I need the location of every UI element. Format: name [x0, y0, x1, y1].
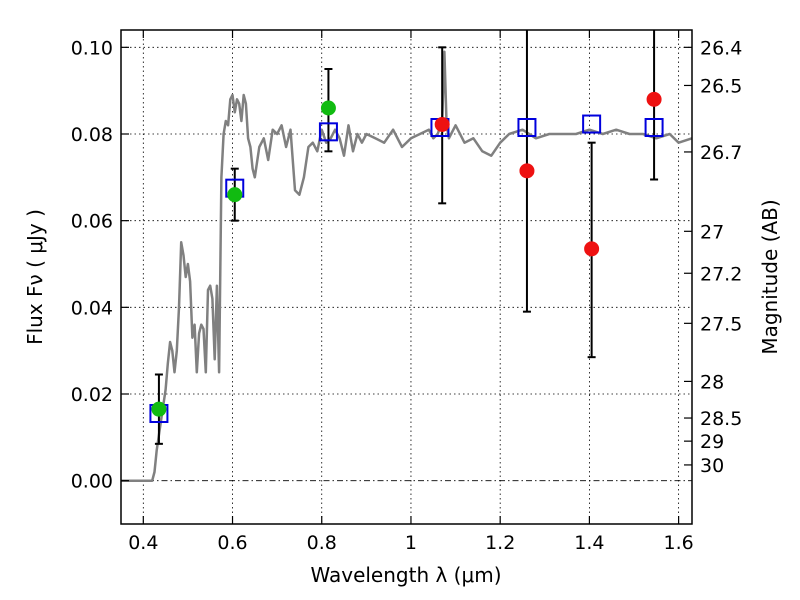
y-axis-ticks: 0.00 0.02 0.04 0.06 0.08 0.10 — [71, 37, 129, 493]
green-circle-marker-0 — [151, 401, 167, 417]
red-circle-marker-0 — [434, 116, 450, 132]
red-circle-marker-2 — [584, 241, 600, 257]
mag-tick-label-7: 28.5 — [700, 408, 742, 430]
mag-tick-label-6: 28 — [700, 371, 724, 393]
mag-tick-label-3: 27 — [700, 221, 724, 243]
mag-tick-label-5: 27.5 — [700, 313, 742, 335]
red-circle-marker-3 — [646, 91, 662, 107]
y-axis-label: Flux Fν ( μJy ) — [23, 209, 47, 345]
y-tick-label-4: 0.08 — [71, 124, 113, 146]
square-marker-6 — [644, 118, 664, 137]
y-tick-label-3: 0.06 — [71, 211, 113, 233]
mag-tick-label-0: 26.4 — [700, 37, 742, 59]
mag-tick-label-9: 30 — [700, 455, 724, 477]
x-axis-label: Wavelength λ (μm) — [310, 563, 501, 587]
magnitude-axis-label: Magnitude (AB) — [758, 199, 782, 354]
square-marker-5 — [582, 114, 602, 134]
green-circle-marker-1 — [227, 187, 243, 203]
x-tick-label-1: 0.6 — [217, 532, 247, 554]
green-circle-marker-2 — [320, 100, 336, 116]
error-bars — [154, 30, 659, 445]
y-tick-label-0: 0.00 — [71, 471, 113, 493]
y-tick-label-2: 0.04 — [71, 297, 113, 319]
x-tick-label-4: 1.2 — [485, 532, 515, 554]
mag-tick-label-2: 26.7 — [700, 142, 742, 164]
x-tick-label-6: 1.6 — [664, 532, 694, 554]
x-tick-label-0: 0.4 — [128, 532, 158, 554]
mag-tick-label-1: 26.5 — [700, 75, 742, 97]
x-tick-label-2: 0.8 — [307, 532, 337, 554]
red-circle-marker-1 — [519, 163, 535, 179]
square-marker-2 — [318, 122, 338, 142]
x-tick-label-3: 1 — [405, 532, 417, 554]
y-tick-label-1: 0.02 — [71, 384, 113, 406]
grid-lines — [121, 30, 692, 524]
square-marker-4 — [517, 118, 537, 137]
y-tick-label-5: 0.10 — [71, 37, 113, 59]
mag-tick-label-8: 29 — [700, 431, 724, 453]
photometry-markers — [149, 91, 664, 423]
mag-tick-label-4: 27.2 — [700, 263, 742, 285]
plot-frame — [120, 29, 693, 525]
x-axis-ticks: 0.4 0.6 0.8 1 1.2 1.4 1.6 — [128, 30, 694, 554]
x-tick-label-5: 1.4 — [574, 532, 604, 554]
model-spectrum-line — [121, 50, 693, 482]
